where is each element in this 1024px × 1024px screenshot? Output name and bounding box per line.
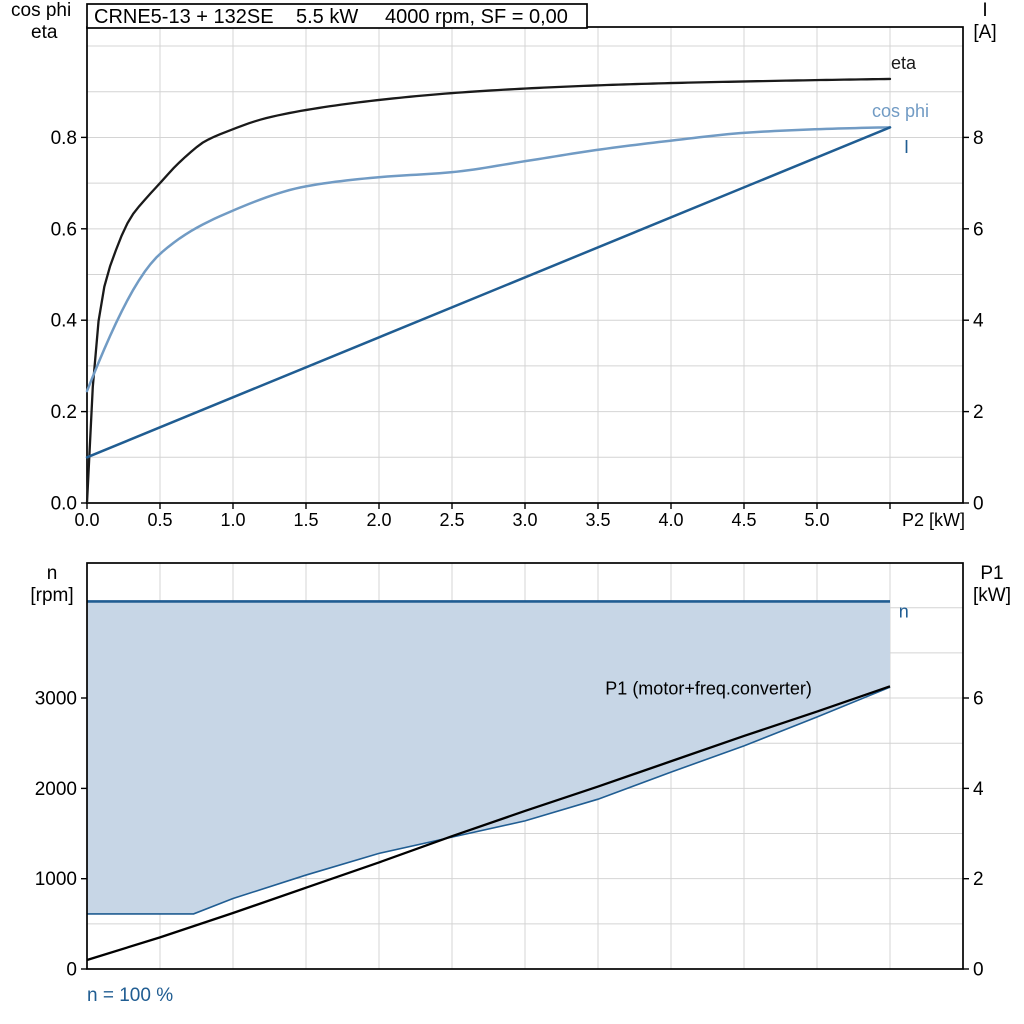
svg-text:3.5: 3.5 [585,510,610,530]
svg-text:[kW]: [kW] [973,585,1011,606]
svg-text:n: n [47,563,58,584]
svg-text:1000: 1000 [35,869,77,890]
svg-text:0.8: 0.8 [51,128,77,149]
svg-text:eta: eta [31,22,58,43]
svg-text:2.5: 2.5 [439,510,464,530]
svg-text:[rpm]: [rpm] [30,585,73,606]
svg-text:2: 2 [973,402,984,423]
svg-text:4.0: 4.0 [658,510,683,530]
svg-text:4: 4 [973,311,984,332]
svg-text:n = 100 %: n = 100 % [87,985,173,1006]
svg-text:0.5: 0.5 [147,510,172,530]
svg-text:cos phi: cos phi [872,101,929,121]
svg-text:2: 2 [973,869,984,890]
svg-text:P2 [kW]: P2 [kW] [902,510,965,530]
svg-text:6: 6 [973,219,984,240]
svg-text:4000 rpm, SF = 0,00: 4000 rpm, SF = 0,00 [385,6,568,28]
svg-text:5.0: 5.0 [804,510,829,530]
svg-text:3000: 3000 [35,689,77,710]
svg-text:0.2: 0.2 [51,402,77,423]
svg-text:4: 4 [973,779,984,800]
svg-text:P1 (motor+freq.converter): P1 (motor+freq.converter) [605,679,812,699]
svg-text:eta: eta [891,53,917,73]
svg-text:[A]: [A] [973,22,996,43]
svg-text:I: I [982,0,987,21]
svg-text:I: I [904,137,909,157]
svg-text:0.6: 0.6 [51,219,77,240]
svg-text:CRNE5-13 + 132SE: CRNE5-13 + 132SE [94,6,274,28]
svg-text:0.0: 0.0 [51,494,77,515]
svg-text:0.4: 0.4 [51,311,78,332]
svg-text:5.5 kW: 5.5 kW [296,6,358,28]
svg-text:1.5: 1.5 [293,510,318,530]
svg-text:6: 6 [973,689,984,710]
svg-text:8: 8 [973,128,984,149]
svg-text:0.0: 0.0 [74,510,99,530]
svg-text:4.5: 4.5 [731,510,756,530]
svg-text:3.0: 3.0 [512,510,537,530]
svg-text:2000: 2000 [35,779,77,800]
svg-text:n: n [899,601,909,621]
svg-text:0: 0 [66,960,77,981]
svg-text:0: 0 [973,960,984,981]
svg-text:0: 0 [973,494,984,515]
svg-text:1.0: 1.0 [220,510,245,530]
svg-text:P1: P1 [980,563,1003,584]
svg-text:cos phi: cos phi [11,0,71,21]
svg-text:2.0: 2.0 [366,510,391,530]
